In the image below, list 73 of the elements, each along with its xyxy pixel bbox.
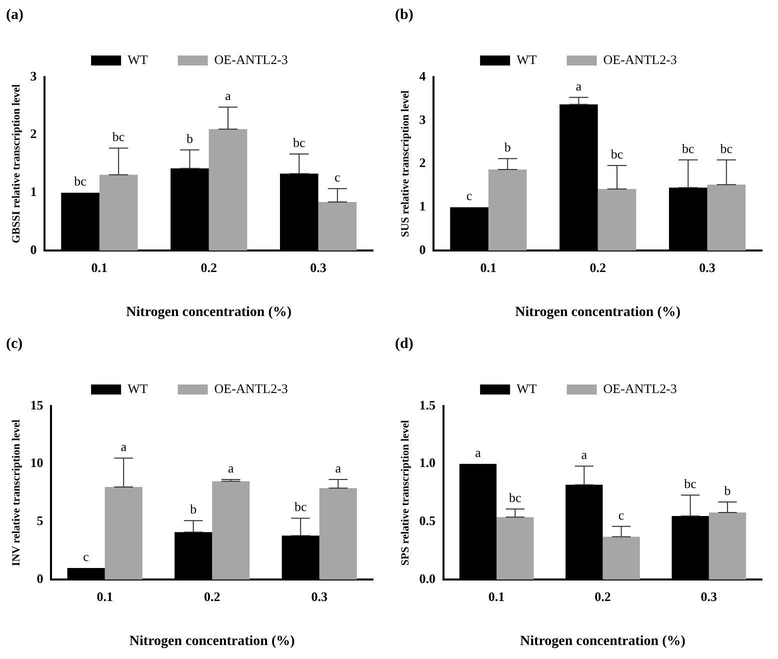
y-tick-label: 1 (30, 184, 37, 200)
y-tick-label: 0.0 (419, 570, 436, 586)
x-tick-label: 0.3 (700, 588, 718, 604)
data-label: a (120, 439, 127, 454)
legend-label: OE-ANTL2-3 (603, 380, 677, 396)
y-tick-label: 1.0 (419, 455, 436, 470)
data-label: b (190, 502, 197, 516)
legend-label: WT (516, 52, 537, 67)
data-label: bc (294, 499, 307, 514)
y-tick-label: 3 (419, 112, 426, 127)
data-label: a (475, 444, 482, 460)
data-label: bc (508, 490, 522, 505)
x-axis-title: Nitrogen concentration (%) (129, 634, 296, 650)
y-tick-label: 0 (36, 570, 44, 586)
data-label: a (335, 460, 342, 476)
data-label: bc (292, 134, 306, 150)
y-tick-label: 1 (419, 198, 426, 214)
legend-label: OE-ANTL2-3 (603, 52, 677, 67)
y-tick-label: 2 (30, 126, 37, 142)
x-tick-label: 0.1 (96, 588, 113, 604)
y-tick-label: 3 (30, 68, 38, 84)
chart-title: (c) (6, 336, 23, 352)
x-tick-label: 0.2 (204, 588, 220, 604)
y-tick-label: 0 (30, 242, 37, 257)
x-axis-title: Nitrogen concentration (%) (515, 305, 681, 320)
data-label: c (334, 170, 341, 185)
y-tick-label: 4 (419, 68, 426, 84)
data-label: b (724, 482, 731, 498)
data-label: c (83, 548, 90, 564)
y-axis-title: INV relative transcription level (10, 420, 22, 566)
data-label: bc (74, 174, 87, 189)
x-tick-label: 0.2 (594, 588, 611, 604)
x-axis-title: Nitrogen concentration (%) (520, 634, 686, 650)
data-label: c (618, 507, 624, 522)
data-label: a (581, 447, 588, 462)
x-tick-label: 0.1 (488, 588, 505, 604)
x-tick-label: 0.2 (590, 260, 606, 275)
data-label: bc (720, 140, 733, 156)
x-tick-label: 0.3 (699, 260, 716, 275)
x-axis-title: Nitrogen concentration (%) (126, 305, 292, 320)
data-label: bc (610, 146, 624, 162)
data-label: b (504, 140, 511, 155)
data-label: a (225, 88, 232, 104)
data-label: b (186, 130, 193, 146)
x-tick-label: 0.3 (310, 260, 327, 275)
y-tick-label: 5 (36, 513, 44, 528)
y-tick-label: 15 (30, 397, 44, 412)
legend-label: WT (516, 380, 537, 396)
y-tick-label: 0.5 (419, 513, 436, 528)
y-tick-label: 1.5 (419, 397, 436, 412)
chart-title: (d) (395, 336, 414, 352)
legend-label: WT (128, 380, 148, 396)
data-label: bc (684, 476, 697, 492)
y-tick-label: 10 (30, 455, 44, 470)
y-tick-label: 0 (419, 242, 426, 257)
x-tick-label: 0.1 (480, 260, 497, 275)
y-tick-label: 2 (419, 155, 426, 170)
data-label: bc (682, 140, 694, 156)
legend-label: WT (128, 52, 148, 67)
x-tick-label: 0.1 (91, 260, 108, 275)
legend-label: OE-ANTL2-3 (214, 380, 288, 396)
data-label: c (466, 188, 472, 204)
chart-title: (a) (6, 6, 24, 23)
y-axis-title: GBSSI relative transcription level (10, 84, 22, 244)
data-label: a (576, 78, 582, 94)
chart-title: (b) (395, 6, 414, 23)
y-axis-title: SUS relative transcription level (399, 90, 412, 238)
y-axis-title: SPS relative transcription level (399, 420, 412, 566)
legend-label: OE-ANTL2-3 (214, 52, 288, 67)
data-label: a (228, 460, 234, 476)
data-label: bc (112, 129, 125, 144)
x-tick-label: 0.3 (311, 588, 328, 604)
x-tick-label: 0.2 (200, 260, 217, 275)
